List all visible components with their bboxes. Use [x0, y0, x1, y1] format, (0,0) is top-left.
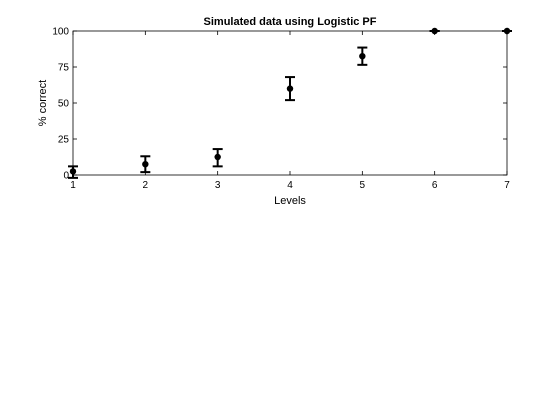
- plot-area-box: [72, 30, 508, 176]
- y-tick-label: 0: [63, 171, 69, 182]
- y-ticks: 0 25 50 75 100: [52, 27, 507, 182]
- data-points: [69, 27, 511, 175]
- x-tick-label: 2: [143, 180, 149, 191]
- x-tick-label: 7: [504, 180, 510, 191]
- chart-title: Simulated data using Logistic PF: [204, 16, 377, 28]
- y-tick-label: 25: [58, 135, 70, 146]
- data-point: [69, 168, 77, 175]
- x-axis-label: Levels: [274, 195, 306, 207]
- data-point: [142, 161, 149, 168]
- y-tick-label: 50: [58, 99, 70, 110]
- x-tick-label: 5: [360, 180, 366, 191]
- y-axis-label: % correct: [37, 80, 49, 126]
- data-point: [286, 85, 294, 92]
- data-point: [214, 153, 221, 161]
- error-bars: [68, 30, 512, 179]
- x-tick-label: 6: [432, 180, 438, 191]
- data-point: [359, 53, 366, 60]
- x-tick-label: 3: [215, 180, 221, 191]
- axes: [72, 30, 508, 176]
- y-tick-label: 75: [58, 63, 70, 74]
- data-point: [431, 27, 438, 35]
- data-point: [503, 27, 511, 35]
- y-tick-label: 100: [52, 27, 69, 38]
- x-tick-label: 4: [287, 180, 293, 191]
- x-tick-label: 1: [70, 180, 76, 191]
- x-ticks: 1 2 3 4 5 6 7: [70, 31, 510, 191]
